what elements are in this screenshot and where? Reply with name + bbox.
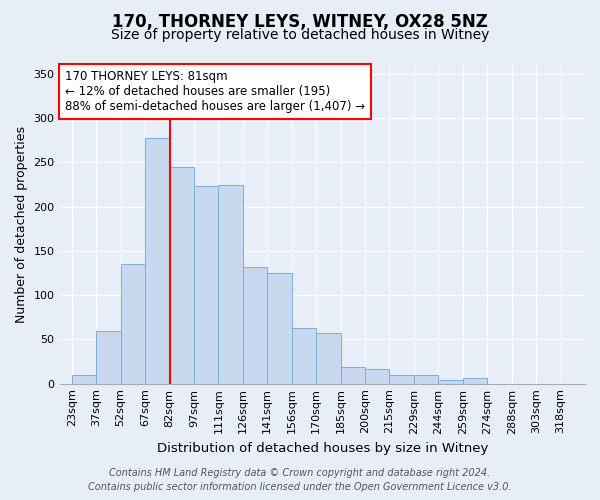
Text: 170, THORNEY LEYS, WITNEY, OX28 5NZ: 170, THORNEY LEYS, WITNEY, OX28 5NZ: [112, 12, 488, 30]
Bar: [145, 138, 170, 384]
Bar: [267, 273, 292, 384]
Bar: [439, 380, 463, 384]
Bar: [170, 167, 194, 384]
Text: Size of property relative to detached houses in Witney: Size of property relative to detached ho…: [111, 28, 489, 42]
Bar: [96, 330, 121, 384]
Bar: [121, 264, 145, 384]
Bar: [316, 333, 341, 384]
Y-axis label: Number of detached properties: Number of detached properties: [15, 126, 28, 323]
Bar: [341, 367, 365, 384]
Text: 170 THORNEY LEYS: 81sqm
← 12% of detached houses are smaller (195)
88% of semi-d: 170 THORNEY LEYS: 81sqm ← 12% of detache…: [65, 70, 365, 113]
Bar: [292, 328, 316, 384]
X-axis label: Distribution of detached houses by size in Witney: Distribution of detached houses by size …: [157, 442, 488, 455]
Bar: [72, 375, 96, 384]
Bar: [365, 368, 389, 384]
Bar: [389, 375, 414, 384]
Bar: [463, 378, 487, 384]
Bar: [243, 267, 267, 384]
Bar: [218, 184, 243, 384]
Bar: [194, 186, 218, 384]
Text: Contains HM Land Registry data © Crown copyright and database right 2024.
Contai: Contains HM Land Registry data © Crown c…: [88, 468, 512, 492]
Bar: [414, 375, 439, 384]
